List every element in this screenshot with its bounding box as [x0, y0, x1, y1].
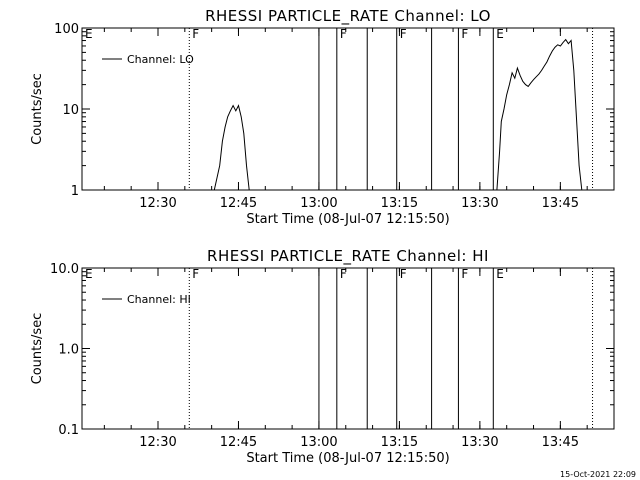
legend-entry: Channel: LO — [127, 53, 194, 66]
x-tick-label: 13:15 — [381, 196, 418, 211]
event-marker-label: F — [400, 27, 407, 41]
y-tick-label: 1 — [71, 184, 79, 199]
x-tick-label: 12:45 — [220, 196, 257, 211]
x-tick-label: 13:00 — [300, 435, 337, 450]
x-tick-label: 12:45 — [220, 435, 257, 450]
y-tick-label: 10 — [62, 103, 79, 118]
x-tick-label: 12:30 — [139, 196, 176, 211]
event-marker-label: F — [400, 267, 407, 281]
event-marker-label: F — [340, 267, 347, 281]
x-tick-label: 13:45 — [542, 435, 579, 450]
y-tick-label: 1.0 — [58, 343, 79, 358]
event-marker-label: F — [461, 27, 468, 41]
series-line — [213, 104, 250, 191]
x-tick-label: 12:30 — [139, 435, 176, 450]
y-axis-label: Counts/sec — [30, 313, 45, 385]
event-marker-label: E — [85, 27, 93, 41]
y-tick-label: 10.0 — [50, 262, 79, 277]
y-tick-label: 0.1 — [58, 423, 79, 438]
series-line — [496, 38, 583, 191]
event-marker-label: F — [340, 27, 347, 41]
y-axis-label: Counts/sec — [30, 73, 45, 145]
x-tick-label: 13:00 — [300, 196, 337, 211]
generation-timestamp: 15-Oct-2021 22:09 — [560, 470, 636, 479]
x-tick-label: 13:30 — [461, 435, 498, 450]
chart-panel-2: RHESSI PARTICLE_RATE Channel: HI Counts/s… — [30, 247, 615, 466]
event-marker-label: F — [192, 267, 199, 281]
x-tick-label: 13:45 — [542, 196, 579, 211]
event-marker-label: E — [496, 267, 504, 281]
event-marker-label: F — [192, 27, 199, 41]
x-axis-label: Start Time (08-Jul-07 12:15:50) — [246, 451, 449, 466]
event-marker-label: F — [461, 267, 468, 281]
x-tick-label: 13:30 — [461, 196, 498, 211]
y-tick-label: 100 — [54, 22, 79, 37]
event-marker-label: E — [85, 267, 93, 281]
chart-title: RHESSI PARTICLE_RATE Channel: LO — [205, 7, 491, 26]
chart-title: RHESSI PARTICLE_RATE Channel: HI — [207, 247, 489, 266]
legend-entry: Channel: HI — [127, 293, 191, 306]
event-marker-label: E — [496, 27, 504, 41]
chart-panel-1: RHESSI PARTICLE_RATE Channel: LO Counts/s… — [30, 7, 615, 227]
x-axis-label: Start Time (08-Jul-07 12:15:50) — [246, 212, 449, 227]
x-tick-label: 13:15 — [381, 435, 418, 450]
